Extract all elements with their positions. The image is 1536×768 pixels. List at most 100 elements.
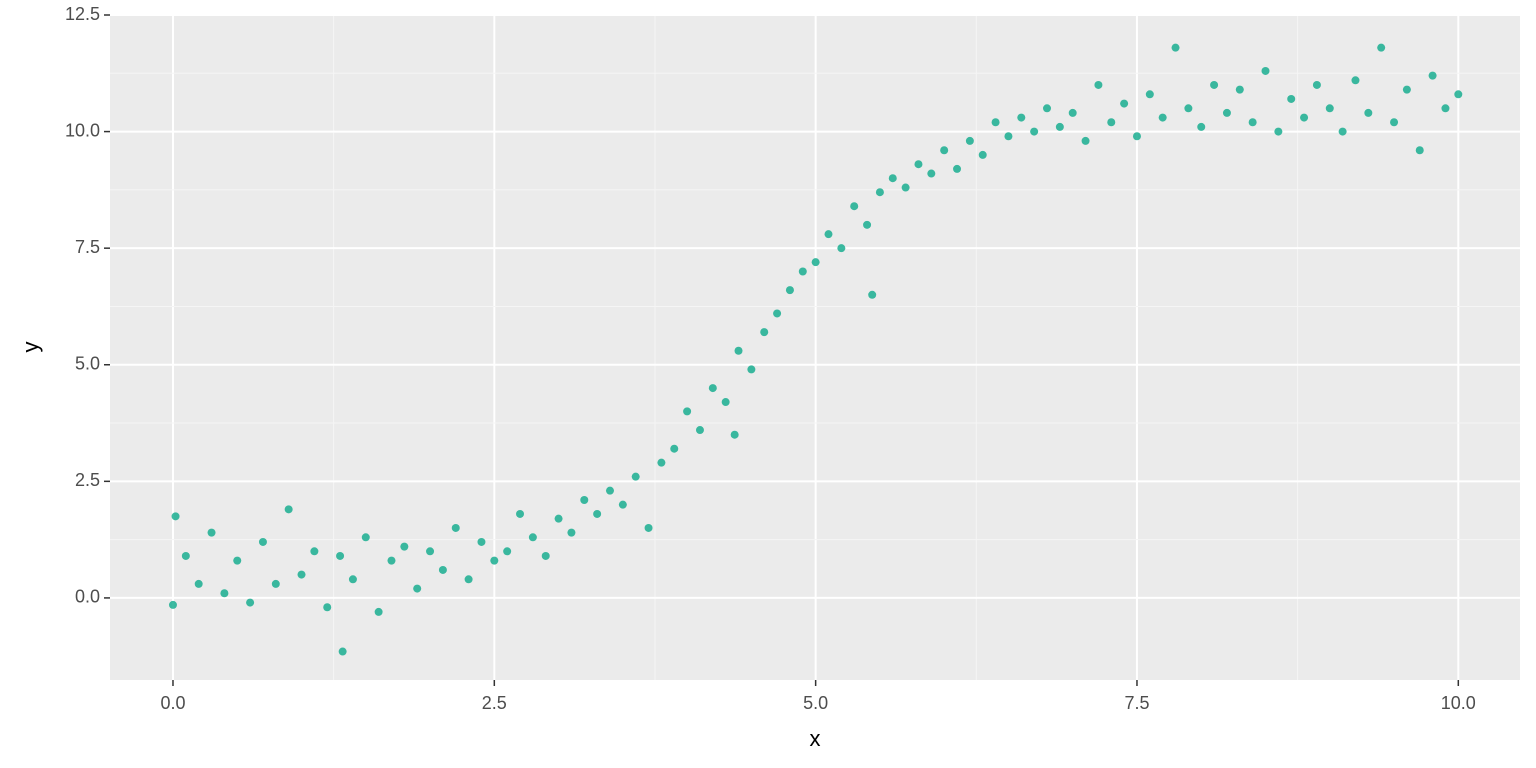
point bbox=[1145, 90, 1154, 99]
point bbox=[426, 547, 435, 556]
point bbox=[863, 220, 872, 229]
point bbox=[978, 150, 987, 159]
point bbox=[1094, 80, 1103, 89]
point bbox=[438, 565, 447, 574]
point bbox=[451, 523, 460, 532]
x-tick-label: 5.0 bbox=[803, 693, 828, 713]
point bbox=[1300, 113, 1309, 122]
point bbox=[336, 551, 345, 560]
point bbox=[323, 603, 332, 612]
x-tick-label: 7.5 bbox=[1124, 693, 1149, 713]
point bbox=[338, 647, 347, 656]
point bbox=[171, 512, 180, 521]
y-tick-label: 10.0 bbox=[65, 120, 100, 140]
point bbox=[1312, 80, 1321, 89]
point bbox=[1132, 132, 1141, 141]
point bbox=[516, 509, 525, 518]
x-tick-label: 2.5 bbox=[482, 693, 507, 713]
point bbox=[490, 556, 499, 565]
point bbox=[567, 528, 576, 537]
point bbox=[991, 118, 1000, 127]
point bbox=[824, 230, 833, 239]
point bbox=[747, 365, 756, 374]
point bbox=[868, 290, 877, 299]
y-tick-label: 12.5 bbox=[65, 4, 100, 24]
point bbox=[901, 183, 910, 192]
point bbox=[631, 472, 640, 481]
x-tick-label: 0.0 bbox=[160, 693, 185, 713]
point bbox=[541, 551, 550, 560]
point bbox=[965, 136, 974, 145]
point bbox=[695, 426, 704, 435]
point bbox=[233, 556, 242, 565]
point bbox=[387, 556, 396, 565]
point bbox=[1120, 99, 1129, 108]
y-tick-label: 5.0 bbox=[75, 354, 100, 374]
point bbox=[400, 542, 409, 551]
point bbox=[837, 244, 846, 253]
point bbox=[785, 286, 794, 295]
point bbox=[1004, 132, 1013, 141]
point bbox=[361, 533, 370, 542]
point bbox=[1377, 43, 1386, 52]
point bbox=[348, 575, 357, 584]
point bbox=[271, 579, 280, 588]
point bbox=[605, 486, 614, 495]
point bbox=[258, 537, 267, 546]
point bbox=[1390, 118, 1399, 127]
y-axis-label: y bbox=[18, 342, 43, 353]
point bbox=[1030, 127, 1039, 136]
point bbox=[1017, 113, 1026, 122]
point bbox=[168, 600, 177, 609]
point bbox=[207, 528, 216, 537]
points bbox=[168, 43, 1463, 656]
point bbox=[1081, 136, 1090, 145]
point bbox=[798, 267, 807, 276]
point bbox=[850, 202, 859, 211]
point bbox=[1171, 43, 1180, 52]
point bbox=[1287, 94, 1296, 103]
point bbox=[644, 523, 653, 532]
point bbox=[1222, 108, 1231, 117]
point bbox=[773, 309, 782, 318]
point bbox=[940, 146, 949, 155]
point bbox=[284, 505, 293, 514]
point bbox=[1235, 85, 1244, 94]
y-tick-label: 7.5 bbox=[75, 237, 100, 257]
point bbox=[1351, 76, 1360, 85]
point bbox=[554, 514, 563, 523]
point bbox=[1068, 108, 1077, 117]
point bbox=[730, 430, 739, 439]
point bbox=[734, 346, 743, 355]
point bbox=[1055, 122, 1064, 131]
point bbox=[181, 551, 190, 560]
y-tick-label: 2.5 bbox=[75, 470, 100, 490]
point bbox=[194, 579, 203, 588]
point bbox=[477, 537, 486, 546]
point bbox=[464, 575, 473, 584]
point bbox=[1325, 104, 1334, 113]
point bbox=[657, 458, 666, 467]
point bbox=[310, 547, 319, 556]
point bbox=[670, 444, 679, 453]
point bbox=[593, 509, 602, 518]
point bbox=[721, 398, 730, 407]
point bbox=[528, 533, 537, 542]
point bbox=[413, 584, 422, 593]
point bbox=[1364, 108, 1373, 117]
point bbox=[1248, 118, 1257, 127]
point bbox=[220, 589, 229, 598]
point bbox=[1158, 113, 1167, 122]
point bbox=[297, 570, 306, 579]
point bbox=[1338, 127, 1347, 136]
x-tick-label: 10.0 bbox=[1441, 693, 1476, 713]
y-tick-label: 0.0 bbox=[75, 587, 100, 607]
point bbox=[708, 384, 717, 393]
point bbox=[1274, 127, 1283, 136]
point bbox=[875, 188, 884, 197]
point bbox=[1107, 118, 1116, 127]
x-axis-label: x bbox=[810, 726, 821, 751]
point bbox=[1441, 104, 1450, 113]
